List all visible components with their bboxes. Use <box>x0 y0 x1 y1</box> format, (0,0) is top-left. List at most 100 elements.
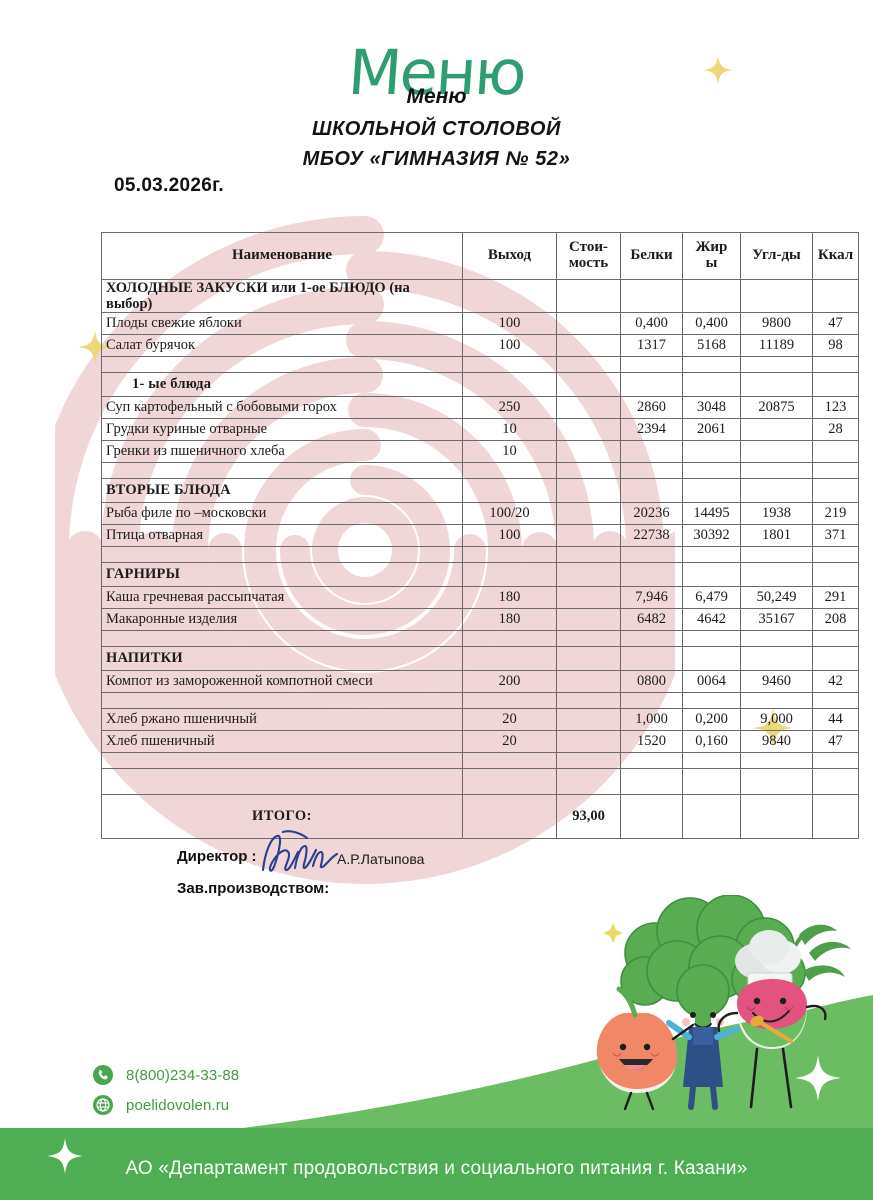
cell-proteins <box>620 372 683 398</box>
cell-name: ВТОРЫЕ БЛЮДА <box>101 478 463 504</box>
cell-name: 1- ые блюда <box>101 372 463 398</box>
cell-proteins <box>620 478 683 504</box>
cell-name: Рыба филе по –московски <box>101 502 463 526</box>
cell-carbs <box>740 440 813 464</box>
col-header-cost-line2: мость <box>568 255 609 271</box>
cell-name: Компот из замороженной компотной смеси <box>101 670 463 694</box>
cell-fats <box>682 546 741 564</box>
menu-overlay-word: Меню <box>406 85 467 108</box>
cell-carbs <box>740 478 813 504</box>
section-row: 1- ые блюда <box>101 372 859 398</box>
director-name: А.Р.Латыпова <box>337 851 425 867</box>
globe-icon <box>92 1094 114 1116</box>
table-row: Грудки куриные отварные 10 2394 2061 28 <box>101 418 859 442</box>
cell-proteins: 1,000 <box>620 708 683 732</box>
cell-kcal <box>812 440 859 464</box>
cell-fats <box>682 768 741 796</box>
cell-output: 100/20 <box>462 502 557 526</box>
cell-carbs: 35167 <box>740 608 813 632</box>
table-row: Макаронные изделия 180 6482 4642 35167 208 <box>101 608 859 632</box>
cell-kcal: 47 <box>812 730 859 754</box>
contact-phone-row[interactable]: 8(800)234-33-88 <box>92 1060 239 1090</box>
cell-name: Салат бурячок <box>101 334 463 358</box>
cell-cost <box>556 730 621 754</box>
cell-cost <box>556 502 621 526</box>
cell-proteins <box>620 462 683 480</box>
production-head-row: Зав.производством: <box>177 880 329 912</box>
cell-output <box>462 630 557 648</box>
total-row: ИТОГО: 93,00 <box>101 794 859 840</box>
cell-proteins <box>620 768 683 796</box>
cell-carbs: 1801 <box>740 524 813 548</box>
cell-carbs: 50,249 <box>740 586 813 610</box>
cell-output <box>462 768 557 796</box>
section-row: ВТОРЫЕ БЛЮДА <box>101 478 859 504</box>
spacer-row <box>101 462 859 480</box>
phone-icon <box>92 1064 114 1086</box>
cell-output <box>462 752 557 770</box>
cell-cost <box>556 646 621 672</box>
cell-kcal <box>812 478 859 504</box>
cell-proteins: 20236 <box>620 502 683 526</box>
table-row: Гренки из пшеничного хлеба 10 <box>101 440 859 464</box>
section-row: НАПИТКИ <box>101 646 859 672</box>
cell-proteins <box>620 646 683 672</box>
cell-fats: 5168 <box>682 334 741 358</box>
table-row: Хлеб пшеничный 20 1520 0,160 9840 47 <box>101 730 859 754</box>
cell-carbs <box>740 418 813 442</box>
cell-name: Плоды свежие яблоки <box>101 312 463 336</box>
cell-proteins: 0800 <box>620 670 683 694</box>
cell-output: 10 <box>462 440 557 464</box>
contact-site-text: poelidovolen.ru <box>126 1096 230 1114</box>
table-header-row: Наименование Выход Стои- мость Белки Жир… <box>101 232 859 280</box>
cell-proteins: 0,400 <box>620 312 683 336</box>
cell-carbs: 11189 <box>740 334 813 358</box>
cell-name-text: 1- ые блюда <box>132 376 212 393</box>
cell-carbs: 9800 <box>740 312 813 336</box>
cell-proteins: 6482 <box>620 608 683 632</box>
cell-fats <box>682 646 741 672</box>
cell-output: 250 <box>462 396 557 420</box>
cell-cost <box>556 608 621 632</box>
contact-site-row[interactable]: poelidovolen.ru <box>92 1090 239 1120</box>
cell-cost <box>556 670 621 694</box>
table-row: Салат бурячок 100 1317 5168 11189 98 <box>101 334 859 358</box>
cell-name <box>101 462 463 480</box>
col-header-name: Наименование <box>101 232 463 280</box>
cell-output <box>462 356 557 374</box>
cell-name: Грудки куриные отварные <box>101 418 463 442</box>
cell-proteins <box>620 546 683 564</box>
cell-proteins <box>620 794 683 840</box>
cell-kcal <box>812 752 859 770</box>
cell-kcal: 42 <box>812 670 859 694</box>
cell-proteins <box>620 562 683 588</box>
cell-name: НАПИТКИ <box>101 646 463 672</box>
cell-kcal <box>812 794 859 840</box>
cell-name <box>101 630 463 648</box>
cell-proteins <box>620 278 683 314</box>
cell-output <box>462 478 557 504</box>
cell-name: Хлеб ржано пшеничный <box>101 708 463 732</box>
cell-fats <box>682 478 741 504</box>
cell-name <box>101 546 463 564</box>
section-row: ГАРНИРЫ <box>101 562 859 588</box>
cell-name: Суп картофельный с бобовыми горох <box>101 396 463 420</box>
cell-fats: 14495 <box>682 502 741 526</box>
cell-name <box>101 752 463 770</box>
menu-table: Наименование Выход Стои- мость Белки Жир… <box>101 232 859 840</box>
contacts-block: 8(800)234-33-88 poelidovolen.ru <box>92 1060 239 1120</box>
cell-kcal <box>812 562 859 588</box>
spacer-row <box>101 546 859 564</box>
cell-proteins <box>620 630 683 648</box>
cell-kcal: 371 <box>812 524 859 548</box>
cell-output <box>462 372 557 398</box>
cell-carbs <box>740 546 813 564</box>
cell-cost <box>556 440 621 464</box>
document-header: Меню Меню ШКОЛЬНОЙ СТОЛОВОЙ МБОУ «ГИМНАЗ… <box>0 0 873 190</box>
cell-cost <box>556 630 621 648</box>
menu-table-body: ХОЛОДНЫЕ ЗАКУСКИ или 1-ое БЛЮДО (на выбо… <box>101 278 859 840</box>
header-line-institution: МБОУ «ГИМНАЗИЯ № 52» <box>302 148 571 170</box>
cell-cost <box>556 524 621 548</box>
cell-output: 20 <box>462 730 557 754</box>
col-header-kcal: Ккал <box>812 232 859 280</box>
